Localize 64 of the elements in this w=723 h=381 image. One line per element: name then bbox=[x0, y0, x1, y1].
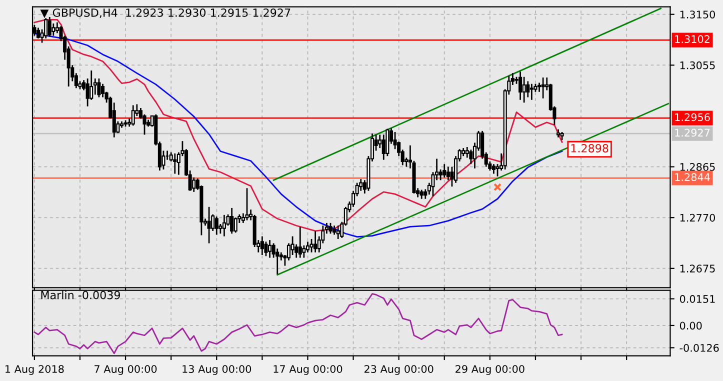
y-tick-label: 0.00 bbox=[680, 322, 702, 330]
candlestick bbox=[438, 168, 442, 181]
y-tick-label: 1.2770 bbox=[680, 214, 716, 222]
x-tick-label: 17 Aug 00:00 bbox=[274, 365, 342, 375]
candlestick bbox=[48, 16, 52, 38]
x-tick-label: 29 Aug 00:00 bbox=[456, 365, 524, 375]
candlestick bbox=[234, 216, 238, 234]
candlestick bbox=[359, 178, 363, 192]
candlestick bbox=[541, 76, 545, 100]
candlestick bbox=[382, 134, 386, 161]
candlestick bbox=[192, 176, 196, 193]
candlestick bbox=[518, 70, 522, 101]
candlestick bbox=[90, 70, 94, 101]
x-tick-label: 23 Aug 00:00 bbox=[364, 365, 434, 375]
x-tick-label: 7 Aug 00:00 bbox=[94, 365, 157, 375]
ref-line-label: 1.2956 bbox=[675, 113, 710, 122]
candlestick bbox=[97, 78, 101, 98]
chart-title: ▼ GBPUSD,H4 1.2923 1.2930 1.2915 1.2927 bbox=[40, 8, 290, 18]
x-tick-label: 1 Aug 2018 bbox=[6, 365, 64, 375]
candlestick bbox=[214, 216, 218, 236]
candlestick bbox=[268, 239, 272, 258]
candlestick bbox=[260, 236, 264, 256]
candlestick bbox=[420, 189, 424, 200]
ref-line-label: 1.3102 bbox=[675, 35, 710, 44]
candlestick bbox=[310, 238, 314, 254]
ref-line-label: 1.2927 bbox=[675, 128, 710, 137]
candlestick bbox=[386, 128, 390, 157]
ref-line-label: 1.2844 bbox=[675, 173, 710, 182]
candlestick bbox=[526, 80, 530, 98]
candlestick bbox=[492, 163, 496, 174]
candlestick bbox=[302, 244, 306, 258]
candlestick bbox=[44, 17, 48, 40]
candlestick bbox=[52, 22, 56, 36]
chart-title: Marlin -0.0039 bbox=[41, 290, 120, 300]
candlestick bbox=[496, 163, 500, 178]
candlestick bbox=[469, 148, 473, 165]
y-tick-label: 0.0151 bbox=[680, 295, 715, 303]
candlestick bbox=[222, 214, 226, 238]
candlestick bbox=[332, 224, 336, 236]
candlestick bbox=[522, 76, 526, 104]
candlestick bbox=[207, 206, 211, 244]
candlestick bbox=[336, 224, 340, 240]
y-tick-label: 1.2675 bbox=[680, 264, 715, 273]
candlestick bbox=[442, 163, 446, 178]
candlestick bbox=[306, 240, 310, 254]
candlestick bbox=[538, 82, 542, 93]
candlestick bbox=[328, 222, 332, 234]
candlestick bbox=[36, 27, 40, 40]
y-tick-label: 1.2865 bbox=[680, 163, 715, 171]
candlestick bbox=[264, 240, 268, 257]
candlestick bbox=[446, 166, 450, 181]
y-tick-label: -0.0126 bbox=[680, 344, 719, 352]
candlestick bbox=[173, 152, 177, 174]
y-tick-label: 1.3055 bbox=[680, 61, 715, 70]
candlestick bbox=[230, 207, 234, 234]
candlestick bbox=[298, 226, 302, 258]
candlestick bbox=[314, 230, 318, 254]
candlestick bbox=[245, 187, 249, 221]
candlestick bbox=[276, 248, 280, 275]
annotation: 1.2898 bbox=[571, 144, 608, 152]
candlestick bbox=[131, 104, 135, 126]
candlestick bbox=[530, 83, 534, 101]
x-tick-label: 13 Aug 00:00 bbox=[182, 365, 252, 375]
y-tick-label: 1.3150 bbox=[680, 10, 716, 18]
